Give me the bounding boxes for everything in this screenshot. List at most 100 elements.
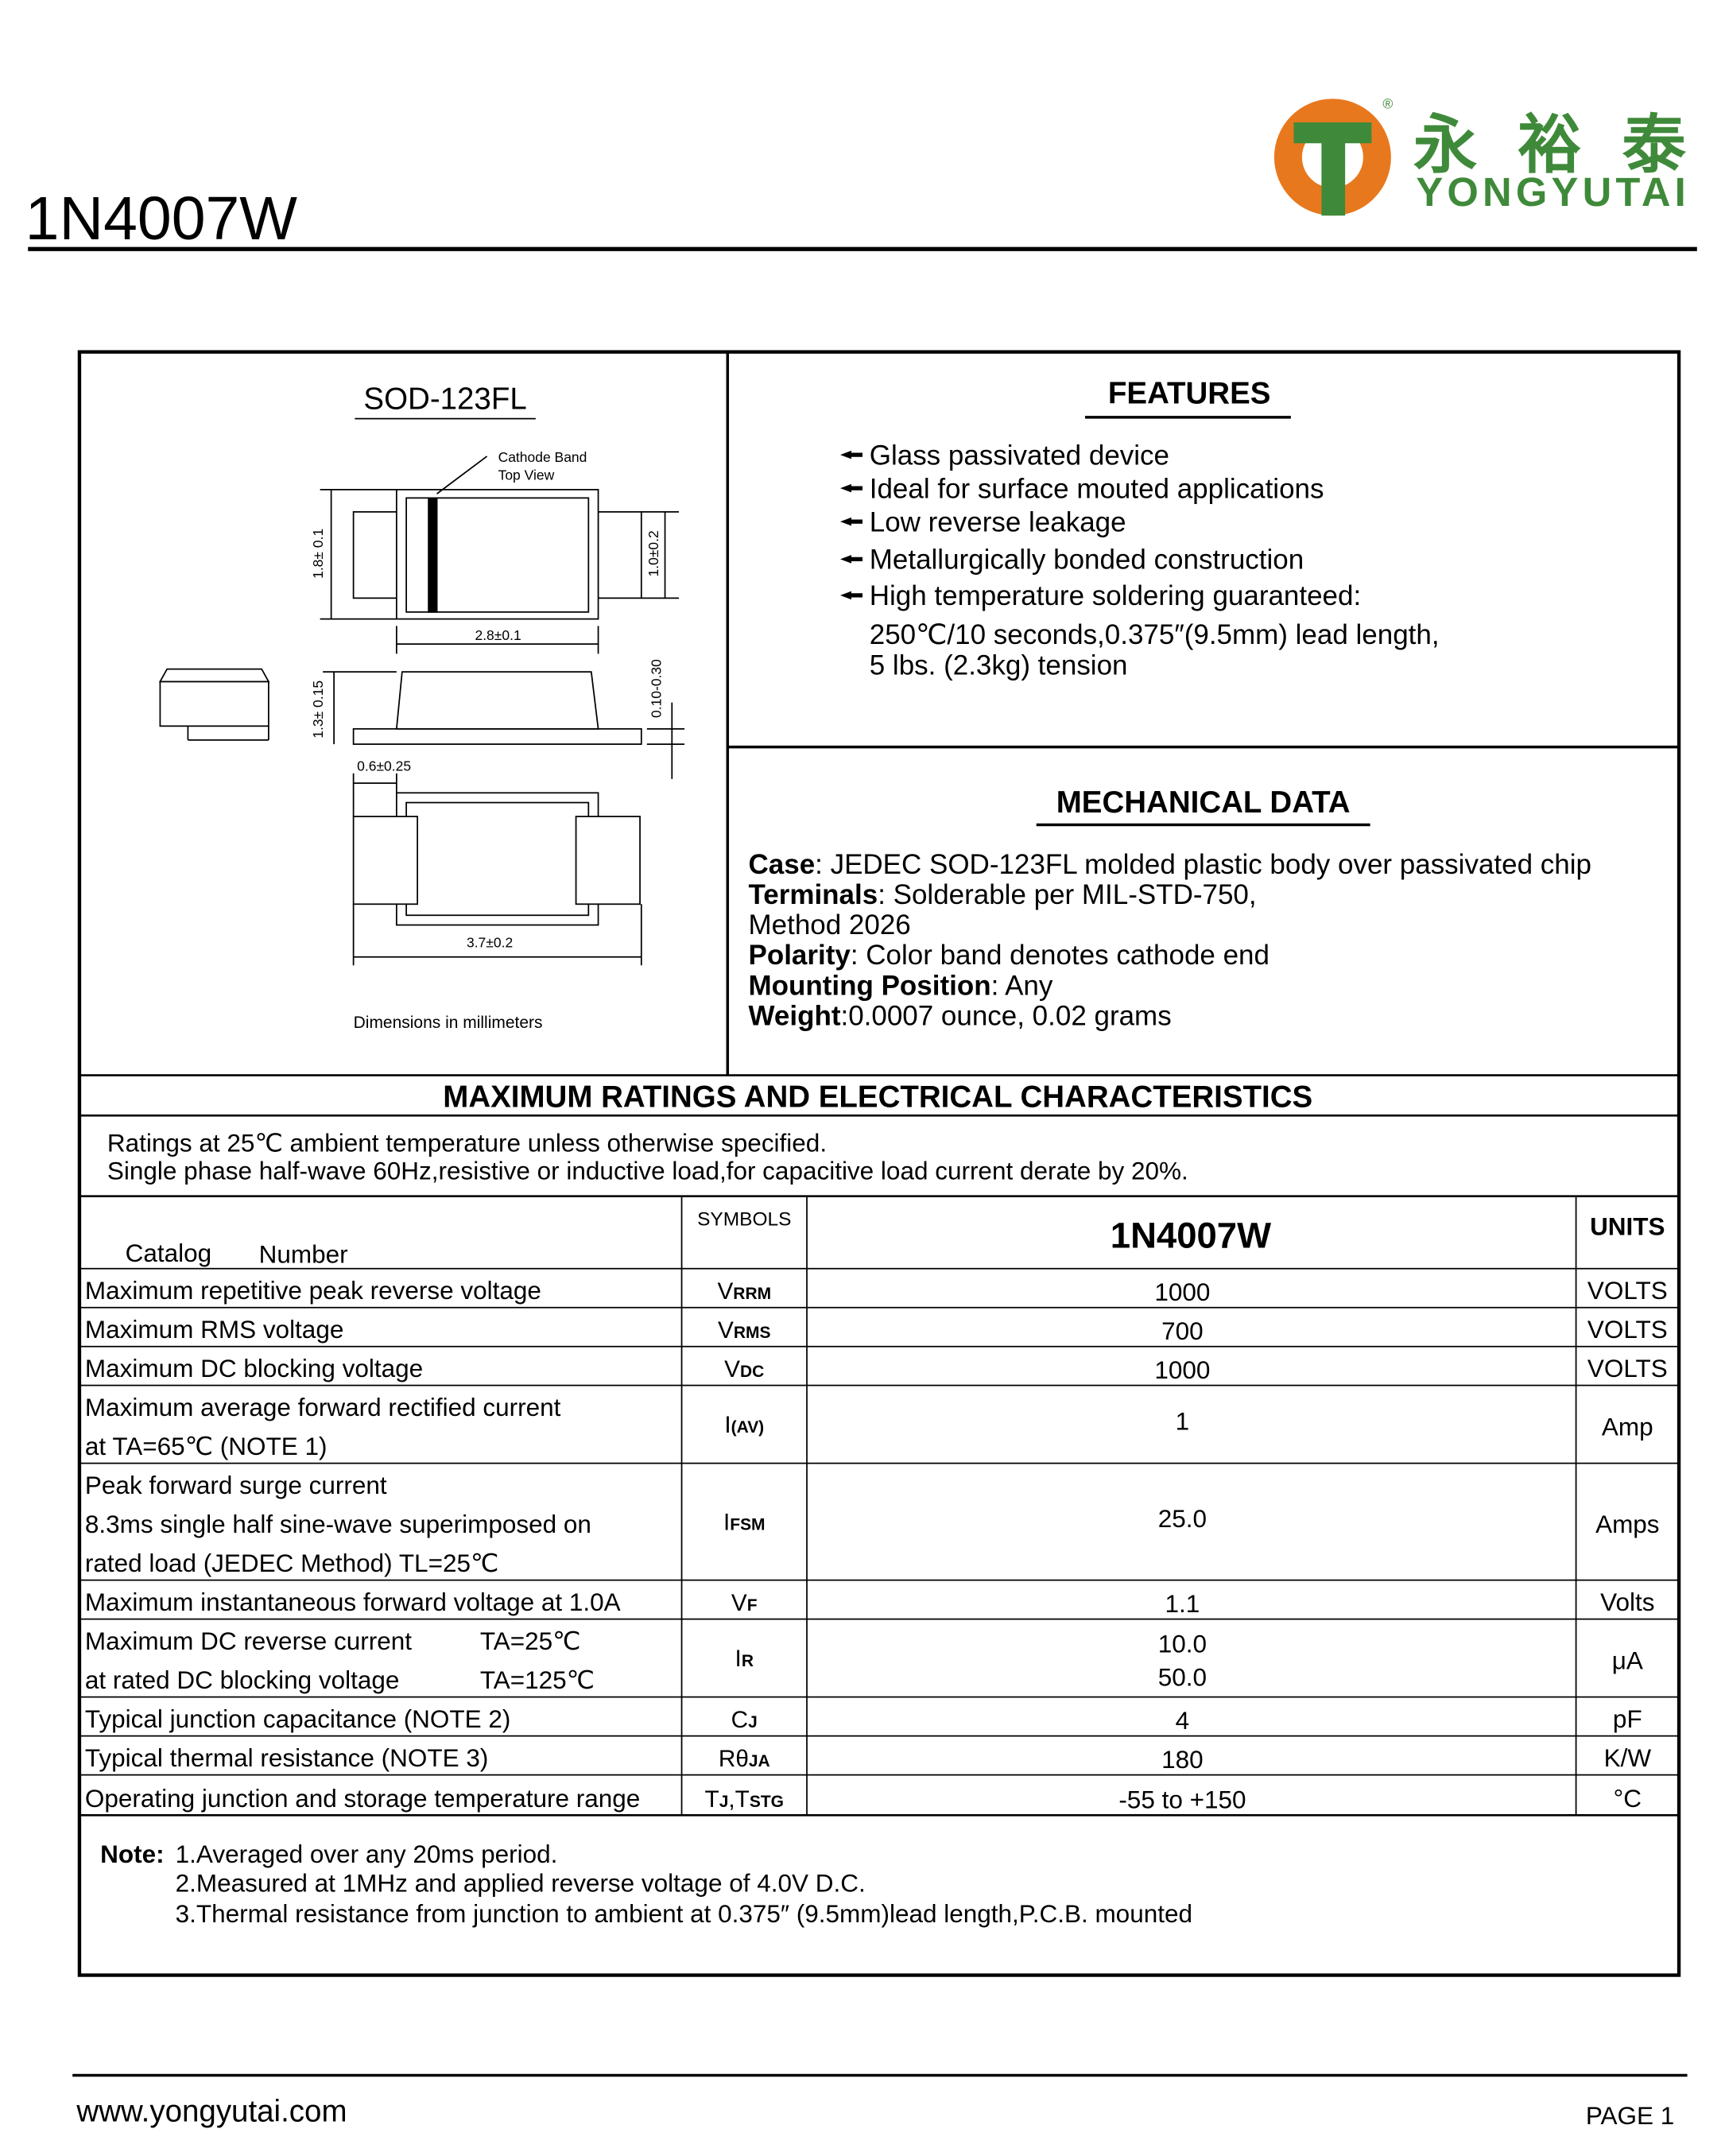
dimension: 0.6±0.25 <box>357 758 411 774</box>
parameter: Typical junction capacitance (NOTE 2) <box>85 1704 510 1733</box>
table-body: Maximum repetitive peak reverse voltage V… <box>79 1267 1680 1817</box>
symbol-base: T <box>705 1786 719 1813</box>
symbol-base: V <box>731 1590 747 1616</box>
symbol-sub: (AV) <box>731 1418 765 1437</box>
callout-line <box>436 456 488 494</box>
feature: Metallurgically bonded construction <box>870 545 1304 576</box>
logo-t-stem <box>1321 138 1346 216</box>
unit: VOLTS <box>1587 1276 1668 1305</box>
bullet <box>851 486 863 491</box>
section-title: FEATURES <box>1108 376 1271 410</box>
bottom-inner <box>405 801 590 917</box>
symbol-sub: FSM <box>730 1516 765 1534</box>
dimension: 1.0±0.2 <box>645 530 661 576</box>
mechanical-label: Case <box>749 849 816 880</box>
lead <box>597 511 642 599</box>
mechanical-text: : JEDEC SOD-123FL molded plastic body ov… <box>815 849 1591 880</box>
value: 1 <box>1176 1407 1190 1436</box>
bullet <box>840 591 852 600</box>
mechanical-label: Polarity <box>749 940 851 971</box>
symbol: IFSM <box>723 1510 766 1536</box>
mechanical-item: Terminals: Solderable per MIL-STD-750, <box>749 879 1257 910</box>
value: 50.0 <box>1158 1663 1207 1692</box>
side-leads <box>352 727 642 745</box>
parameter: at rated DC blocking voltage <box>85 1665 400 1694</box>
note-label: Note: <box>100 1840 164 1868</box>
parameter: 8.3ms single half sine-wave superimposed… <box>85 1510 591 1538</box>
condition: Single phase half-wave 60Hz,resistive or… <box>107 1157 1188 1185</box>
parameter: rated load (JEDEC Method) TL=25℃ <box>85 1549 498 1577</box>
unit: Amp <box>1602 1413 1653 1441</box>
logo-en: YONGYUTAI <box>1416 169 1685 215</box>
cathode-band <box>428 497 438 613</box>
symbol: VRMS <box>718 1317 770 1344</box>
unit: Volts <box>1600 1588 1654 1616</box>
symbol-base: I <box>723 1510 730 1536</box>
unit: K/W <box>1604 1743 1652 1772</box>
symbol: IR <box>735 1646 754 1672</box>
symbol-base: V <box>724 1356 740 1382</box>
parameter: Operating junction and storage temperatu… <box>85 1784 640 1813</box>
symbol-sub: JA <box>749 1752 770 1770</box>
feature: Ideal for surface mouted applications <box>870 473 1324 504</box>
value: 700 <box>1161 1316 1204 1345</box>
feature-continued: 250℃/10 seconds,0.375″(9.5mm) lead lengt… <box>870 619 1440 650</box>
section-title: MECHANICAL DATA <box>1056 785 1351 820</box>
pad <box>352 816 418 905</box>
section-title: MAXIMUM RATINGS AND ELECTRICAL CHARACTER… <box>443 1080 1312 1115</box>
symbol-sub: J <box>748 1713 758 1731</box>
value: 4 <box>1176 1706 1190 1735</box>
unit: VOLTS <box>1587 1354 1668 1382</box>
part-number: 1N4007W <box>25 184 298 253</box>
mechanical-text: : Color band denotes cathode end <box>851 940 1270 971</box>
value: -55 to +150 <box>1118 1786 1246 1814</box>
symbol-base: ,T <box>728 1786 749 1813</box>
value: 10.0 <box>1158 1630 1207 1658</box>
dimension: 2.8±0.1 <box>475 627 521 643</box>
value: 25.0 <box>1158 1504 1207 1533</box>
callout: Cathode Band <box>498 449 587 465</box>
parameter: Maximum average forward rectified curren… <box>85 1393 561 1421</box>
logo: ® 永裕泰 YONGYUTAI <box>1273 95 1686 216</box>
header-cell: SYMBOLS <box>697 1208 791 1230</box>
dimension: 1.8± 0.1 <box>310 529 326 579</box>
symbol-base: Rθ <box>719 1746 749 1772</box>
bullet <box>840 483 852 493</box>
parameter: Maximum RMS voltage <box>85 1315 343 1344</box>
symbol: VDC <box>724 1356 764 1382</box>
symbol-sub: J <box>719 1793 729 1811</box>
mechanical-item: Mounting Position: Any <box>749 970 1053 1001</box>
feature: Glass passivated device <box>870 440 1169 471</box>
mechanical-label: Terminals <box>749 879 878 910</box>
logo-cn: 永裕泰 <box>1413 110 1686 181</box>
mechanical-item: Method 2026 <box>749 909 911 940</box>
dimension-note: Dimensions in millimeters <box>354 1014 543 1032</box>
bullet <box>840 450 852 460</box>
symbol-sub: RMS <box>734 1324 771 1342</box>
bullet <box>851 519 863 524</box>
symbol-base: V <box>718 1317 734 1344</box>
symbol: RθJA <box>719 1746 770 1772</box>
side-body <box>395 671 599 730</box>
symbol-sub: RRM <box>733 1285 771 1303</box>
unit: μA <box>1612 1646 1643 1675</box>
callout: Top View <box>498 467 555 483</box>
parameter: Maximum repetitive peak reverse voltage <box>85 1276 541 1305</box>
symbol: VRRM <box>717 1278 771 1305</box>
dimension: 0.10-0.30 <box>648 659 664 718</box>
mechanical-text: Method 2026 <box>749 909 911 940</box>
header-cell: 1N4007W <box>1111 1215 1271 1255</box>
mechanical-item: Polarity: Color band denotes cathode end <box>749 940 1270 971</box>
value: 1.1 <box>1165 1589 1200 1618</box>
parameter: Maximum instantaneous forward voltage at… <box>85 1588 621 1616</box>
parameter: Typical thermal resistance (NOTE 3) <box>85 1743 488 1772</box>
symbol-sub: F <box>747 1596 758 1615</box>
package-name: SOD-123FL <box>363 382 526 416</box>
symbol: VF <box>731 1590 758 1616</box>
parameter: Maximum DC blocking voltage <box>85 1354 423 1382</box>
pad <box>575 816 641 905</box>
dimension: 3.7±0.2 <box>467 935 513 951</box>
mechanical-item: Case: JEDEC SOD-123FL molded plastic bod… <box>749 849 1591 880</box>
symbol: I(AV) <box>724 1412 764 1438</box>
